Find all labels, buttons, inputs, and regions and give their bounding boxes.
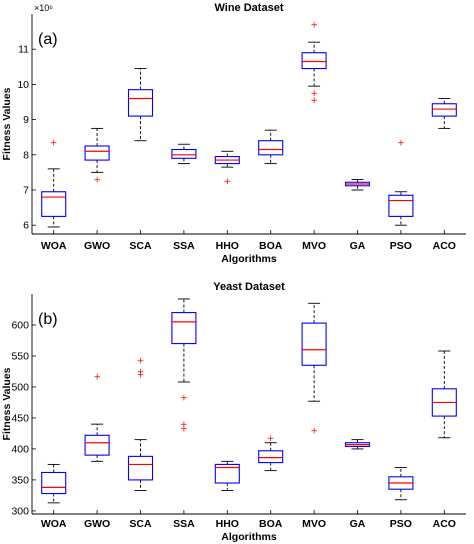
box-woa: + (41, 138, 67, 228)
x-tick-label-pso: PSO (390, 518, 412, 530)
y-tick-label: 11 (18, 44, 29, 56)
iqr-box (41, 471, 67, 495)
box-aco (431, 350, 457, 439)
box-mvo: +++ (301, 21, 327, 106)
iqr-box (171, 312, 197, 345)
iqr-box (301, 52, 327, 70)
outlier-point: + (310, 426, 318, 436)
y-tick-label: 6 (23, 220, 29, 232)
y-tick-label: 550 (11, 350, 29, 362)
iqr-box (84, 434, 110, 456)
outlier-point: + (137, 356, 145, 366)
x-tick-label-ssa: SSA (173, 240, 195, 252)
iqr-box (84, 145, 110, 161)
x-tick-label-boa: BOA (259, 518, 283, 530)
box-gwo: + (84, 127, 110, 185)
box-mvo: + (301, 302, 327, 436)
chart-panel-0: Wine Dataset (a) ×10⁶ 6 7 8 9 10 11 Fitness Value… (1, 2, 466, 265)
outlier-point: + (50, 138, 58, 148)
iqr-box (301, 322, 327, 366)
box-boa: + (258, 434, 284, 472)
box-pso: + (388, 138, 414, 226)
chart-title: Yeast Dataset (213, 281, 285, 293)
x-axis-title: Algorithms (221, 253, 277, 265)
box-sca: +++ (127, 356, 154, 491)
y-tick-label: 600 (11, 319, 29, 331)
iqr-box (258, 140, 284, 156)
x-tick-label-woa: WOA (41, 240, 67, 252)
y-tick-label: 9 (23, 114, 29, 126)
outlier-point: + (310, 21, 318, 31)
outlier-point: + (267, 434, 275, 444)
panel-tag: (b) (38, 311, 58, 328)
y-exponent-label: ×10⁶ (34, 3, 53, 13)
iqr-box (41, 191, 67, 217)
outlier-point: + (180, 424, 188, 434)
outlier-point: + (137, 367, 145, 377)
box-woa (41, 463, 67, 504)
iqr-box (258, 450, 284, 464)
x-tick-label-boa: BOA (259, 240, 283, 252)
box-pso (388, 467, 414, 501)
x-tick-label-sca: SCA (129, 518, 152, 530)
outlier-point: + (180, 420, 188, 430)
x-tick-label-mvo: MVO (302, 240, 326, 252)
x-tick-label-aco: ACO (433, 518, 456, 530)
x-tick-label-hho: HHO (216, 240, 239, 252)
box-ssa (171, 143, 197, 165)
chart-panel-1: Yeast Dataset (b) 300 350 400 450 500 550 600 Fit… (1, 281, 466, 543)
outlier-point: + (310, 96, 318, 106)
box-hho (214, 460, 240, 491)
iqr-box (431, 103, 457, 117)
outlier-point: + (397, 138, 405, 148)
chart-title: Wine Dataset (215, 2, 284, 14)
x-tick-label-woa: WOA (41, 518, 67, 530)
y-axis-title: Fitness Values (1, 367, 13, 440)
y-tick-label: 8 (23, 149, 29, 161)
x-tick-label-gwo: GWO (84, 240, 110, 252)
panel-tag: (a) (38, 31, 58, 48)
box-ssa: +++ (171, 298, 197, 434)
outlier-point: + (310, 89, 318, 99)
y-tick-label: 350 (11, 474, 29, 486)
y-tick-label: 400 (11, 443, 29, 455)
iqr-box (388, 194, 414, 217)
y-tick-label: 300 (11, 505, 29, 517)
box-hho: + (214, 150, 240, 187)
x-tick-label-ga: GA (350, 240, 366, 252)
iqr-box (127, 89, 154, 117)
x-tick-label-mvo: MVO (302, 518, 326, 530)
box-sca (127, 68, 154, 142)
x-axis-title: Algorithms (221, 531, 277, 543)
x-tick-label-gwo: GWO (84, 518, 110, 530)
y-tick-label: 450 (11, 412, 29, 424)
box-ga (344, 178, 371, 191)
y-tick-label: 500 (11, 381, 29, 393)
iqr-box (214, 463, 240, 484)
outlier-point: + (93, 175, 101, 185)
x-tick-label-sca: SCA (129, 240, 152, 252)
x-tick-label-hho: HHO (216, 518, 239, 530)
box-ga (344, 439, 371, 450)
iqr-box (171, 148, 197, 159)
x-tick-label-aco: ACO (433, 240, 456, 252)
outlier-point: + (180, 393, 188, 403)
y-axis-title: Fitness Values (1, 87, 13, 160)
outlier-point: + (224, 177, 232, 187)
outlier-point: + (137, 371, 145, 381)
y-tick-label: 7 (23, 185, 29, 197)
y-tick-label: 10 (17, 79, 29, 91)
x-tick-label-ga: GA (350, 518, 366, 530)
x-tick-label-pso: PSO (390, 240, 412, 252)
box-aco (431, 98, 457, 129)
iqr-box (127, 455, 154, 481)
box-gwo: + (84, 372, 110, 462)
x-tick-label-ssa: SSA (173, 518, 195, 530)
outlier-point: + (93, 372, 101, 382)
box-boa (258, 129, 284, 165)
